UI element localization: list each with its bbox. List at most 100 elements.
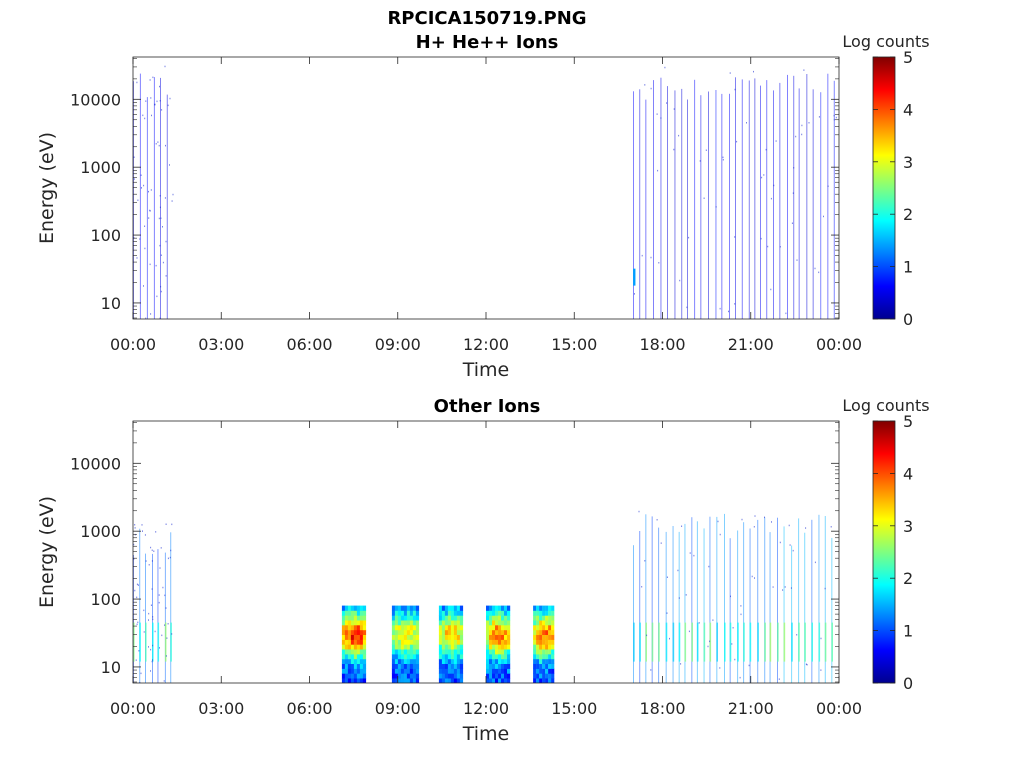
low-energy-band <box>818 622 821 662</box>
burst-cell <box>403 634 408 640</box>
burst-cell <box>409 610 414 616</box>
burst-cell <box>447 634 452 640</box>
low-energy-band <box>145 622 147 662</box>
count-speckle <box>705 149 707 151</box>
burst-cell <box>412 639 417 645</box>
burst-cell <box>438 620 443 626</box>
burst-cell <box>456 634 461 640</box>
spectrum-column <box>749 528 751 683</box>
count-speckle <box>734 658 736 661</box>
colorbar-tick-label: 1 <box>903 622 913 641</box>
count-speckle <box>736 140 738 143</box>
burst-cell <box>362 620 367 626</box>
burst-cell <box>551 644 555 650</box>
count-speckle <box>830 526 832 528</box>
burst-cell <box>450 615 455 621</box>
burst-cell <box>498 625 502 631</box>
count-speckle <box>699 160 701 162</box>
burst-cell <box>347 620 352 626</box>
burst-cell <box>438 663 443 669</box>
burst-cell <box>548 610 552 616</box>
burst-cell <box>403 625 408 631</box>
burst-cell <box>409 625 414 631</box>
spectrum-column <box>820 92 822 319</box>
burst-cell <box>533 605 537 611</box>
count-speckle <box>137 621 139 624</box>
count-speckle <box>141 187 142 189</box>
burst-cell <box>507 658 511 664</box>
burst-cell <box>545 634 549 640</box>
burst-cell <box>438 668 443 674</box>
count-speckle <box>152 618 154 621</box>
count-speckle <box>650 87 652 90</box>
burst-cell <box>507 673 511 679</box>
burst-cell <box>403 644 408 650</box>
burst-cell <box>507 644 511 650</box>
count-speckle <box>169 556 171 559</box>
count-speckle <box>171 633 173 635</box>
burst-cell <box>542 625 546 631</box>
burst-cell <box>347 678 352 683</box>
burst-cell <box>397 634 402 640</box>
count-speckle <box>159 100 161 102</box>
colorbar-tick-label: 5 <box>903 48 913 67</box>
burst-cell <box>501 654 505 660</box>
burst-cell <box>542 673 546 679</box>
burst-cell <box>444 629 449 635</box>
count-speckle <box>145 560 147 562</box>
burst-cell <box>533 644 537 650</box>
count-speckle <box>159 195 161 197</box>
burst-cell <box>397 668 402 674</box>
burst-cell <box>403 673 408 679</box>
low-energy-band <box>152 622 154 662</box>
burst-cell <box>444 634 449 640</box>
spectrum-column <box>658 527 660 683</box>
spectrum-column <box>833 80 835 319</box>
burst-cell <box>406 620 411 626</box>
burst-cell <box>456 644 461 650</box>
count-speckle <box>650 669 652 671</box>
burst-cell <box>344 649 349 655</box>
count-speckle <box>741 518 743 521</box>
burst-cell <box>539 668 543 674</box>
burst-cell <box>447 678 452 683</box>
burst-cell <box>548 649 552 655</box>
count-speckle <box>157 141 159 143</box>
count-speckle <box>703 197 705 199</box>
burst-cell <box>412 663 417 669</box>
burst-2 <box>438 605 464 683</box>
burst-cell <box>403 663 408 669</box>
spectrum-column <box>777 517 778 683</box>
count-speckle <box>803 69 805 71</box>
burst-cell <box>406 678 411 683</box>
low-energy-band <box>749 622 752 662</box>
burst-cell <box>441 678 446 683</box>
burst-cell <box>394 634 399 640</box>
burst-cell <box>353 615 358 621</box>
colorbar-tick-label: 1 <box>903 258 913 277</box>
burst-cell <box>409 634 414 640</box>
burst-cell <box>400 663 405 669</box>
burst-cell <box>397 639 402 645</box>
burst-cell <box>415 639 420 645</box>
spectrum-column <box>760 85 761 319</box>
burst-cell <box>415 625 420 631</box>
burst-cell <box>394 654 399 660</box>
burst-cell <box>347 673 352 679</box>
x-tick-label: 00:00 <box>816 335 862 354</box>
burst-cell <box>412 620 417 626</box>
burst-cell <box>489 615 493 621</box>
colorbar-tick-label: 0 <box>903 674 913 693</box>
burst-cell <box>394 663 399 669</box>
burst-cell <box>533 620 537 626</box>
burst-cell <box>438 605 443 611</box>
spectrum-column <box>709 516 711 683</box>
burst-cell <box>459 605 464 611</box>
count-speckle <box>824 587 826 590</box>
burst-cell <box>415 654 420 660</box>
burst-cell <box>403 620 408 626</box>
burst-cell <box>444 620 449 626</box>
burst-cell <box>409 615 414 621</box>
count-speckle <box>792 549 794 552</box>
